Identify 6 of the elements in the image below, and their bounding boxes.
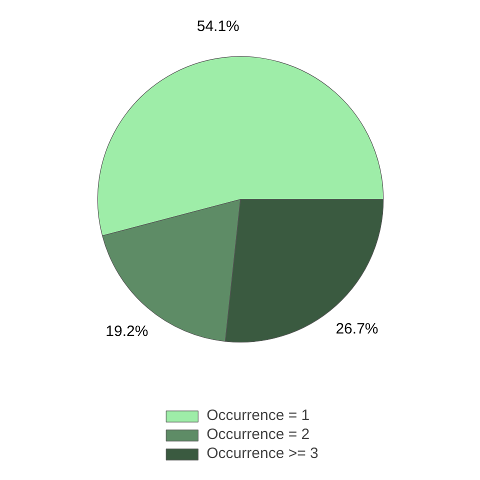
- data-label: 54.1%: [196, 18, 240, 35]
- legend-label: Occurrence = 1: [206, 407, 310, 424]
- legend-label: Occurrence >= 3: [206, 445, 318, 462]
- legend-label: Occurrence = 2: [206, 426, 310, 443]
- data-label: 19.2%: [106, 323, 148, 340]
- data-label: 26.7%: [336, 320, 378, 338]
